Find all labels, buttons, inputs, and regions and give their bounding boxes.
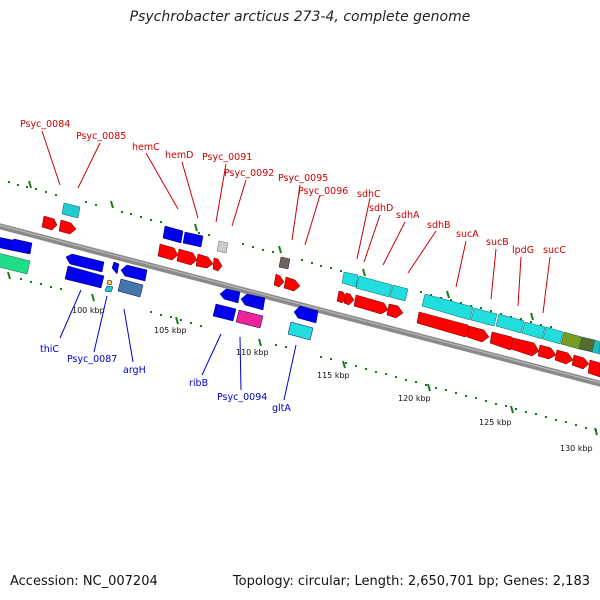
gene-box-teal-0087 <box>104 285 114 293</box>
label-sucb: sucB <box>486 237 509 248</box>
gene-arrow-hemd <box>176 248 198 266</box>
gene-arrow-psyc0095 <box>273 273 285 288</box>
gene-box-left-hemc-1 <box>162 225 184 244</box>
scale-label-125kbp: 125 kbp <box>479 418 512 427</box>
label-thic: thiC <box>40 344 59 355</box>
gene-arrow-psyc0091 <box>195 253 214 269</box>
gene-arrow-psyc0096 <box>283 276 301 292</box>
gene-box-suc-a <box>421 293 474 321</box>
gene-arrow-sdhd <box>343 292 355 306</box>
reverse-callouts <box>59 289 297 401</box>
label-psyc0084: Psyc_0084 <box>20 119 70 130</box>
gene-arrow-argh <box>120 264 148 282</box>
gene-arrow-thic <box>65 253 105 273</box>
gene-box-psyc0094 <box>235 309 264 329</box>
gene-box-sdh-c <box>389 284 409 302</box>
lower-scale-dots <box>20 278 597 431</box>
gene-arrow-glta <box>293 305 319 324</box>
label-sdhc: sdhC <box>357 189 381 200</box>
upper-scale-dots <box>8 181 552 328</box>
gene-box-argh <box>117 278 144 298</box>
label-glta: gltA <box>272 403 291 414</box>
label-sdhb: sdhB <box>427 220 451 231</box>
scale-label-110kbp: 110 kbp <box>236 348 269 357</box>
gene-arrow-sucb <box>466 325 490 343</box>
map-title: Psychrobacter arcticus 273-4, complete g… <box>129 9 471 25</box>
gene-arrow-ribb <box>219 288 241 304</box>
gene-arrow-hemc <box>157 243 179 261</box>
gene-box-psyc0085 <box>61 202 81 219</box>
gene-arrow-sdhb <box>386 303 404 319</box>
gene-arrow-succ <box>510 337 540 357</box>
gene-arrow-psyc0092 <box>212 257 223 272</box>
gene-arrow-sdha <box>353 294 389 315</box>
reverse-labels: thiC Psyc_0087 argH ribB Psyc_0094 gltA <box>40 344 291 414</box>
label-psyc0095: Psyc_0095 <box>278 173 328 184</box>
label-sdhd: sdhD <box>369 203 393 214</box>
gene-box-suc-b <box>470 307 498 327</box>
gene-box-ribb <box>212 303 237 322</box>
label-suca: sucA <box>456 229 479 240</box>
label-psyc0091: Psyc_0091 <box>202 152 252 163</box>
scale-label-115kbp: 115 kbp <box>317 371 350 380</box>
scale-label-100kbp: 100 kbp <box>72 306 105 315</box>
scale-labels: 100 kbp 105 kbp 110 kbp 115 kbp 120 kbp … <box>72 306 593 453</box>
label-ribb: ribB <box>189 378 208 389</box>
forward-cyan-genes <box>61 202 600 355</box>
topology-text: Topology: circular; Length: 2,650,701 bp… <box>232 574 590 589</box>
gene-box-succ <box>521 321 546 340</box>
forward-genes <box>41 215 600 378</box>
gene-box-sdh-b <box>355 275 393 298</box>
gene-box-glta <box>287 321 314 341</box>
label-psyc0087: Psyc_0087 <box>67 354 117 365</box>
reverse-genes <box>0 225 319 341</box>
label-psyc0094: Psyc_0094 <box>217 392 267 403</box>
gene-arrow-left-2 <box>7 238 33 255</box>
gene-arrow-next3 <box>571 354 590 370</box>
label-hemc: hemC <box>132 142 160 153</box>
gene-box-left-green <box>0 253 31 275</box>
gene-arrow-psyc0084 <box>41 215 58 231</box>
label-psyc0096: Psyc_0096 <box>298 186 348 197</box>
gene-box-thic <box>64 265 105 289</box>
forward-callouts <box>41 130 551 314</box>
gene-gray-psyc0095 <box>278 256 291 270</box>
scale-label-120kbp: 120 kbp <box>398 394 431 403</box>
scale-label-130kbp: 130 kbp <box>560 444 593 453</box>
accession-text: Accession: NC_007204 <box>10 574 158 589</box>
gene-arrow-next4 <box>587 359 600 378</box>
gene-box-lpdg <box>495 313 525 334</box>
gene-box-cyan-end <box>542 326 564 345</box>
scale-label-105kbp: 105 kbp <box>154 326 187 335</box>
forward-labels: Psyc_0084 Psyc_0085 hemC hemD Psyc_0091 … <box>20 119 566 256</box>
gene-arrow-next2 <box>554 349 574 365</box>
label-hemd: hemD <box>165 150 193 161</box>
lower-scale-ticks <box>7 271 598 436</box>
upper-scale-ticks <box>28 180 534 321</box>
label-succ: sucC <box>543 245 566 256</box>
label-argh: argH <box>123 365 146 376</box>
gene-arrow-psyc0085 <box>58 219 77 235</box>
genome-backbone <box>0 223 600 387</box>
gene-arrow-psyc0087 <box>111 261 120 275</box>
gene-arrow-ribb-2 <box>240 293 266 311</box>
label-sdha: sdhA <box>396 210 420 221</box>
gene-box-left-hemc-2 <box>182 231 204 248</box>
label-lpdg: lpdG <box>512 245 534 256</box>
gene-gray-psyc0091 <box>216 240 229 254</box>
label-psyc0092: Psyc_0092 <box>224 168 274 179</box>
gene-box-sdh-a <box>341 271 359 288</box>
gene-arrow-next1 <box>537 344 557 360</box>
gene-box-olive-1 <box>560 331 583 350</box>
gene-box-yellow-0087 <box>106 279 113 286</box>
label-psyc0085: Psyc_0085 <box>76 131 126 142</box>
gene-box-teal-end <box>591 339 600 355</box>
genome-backbone-highlight <box>0 224 600 384</box>
